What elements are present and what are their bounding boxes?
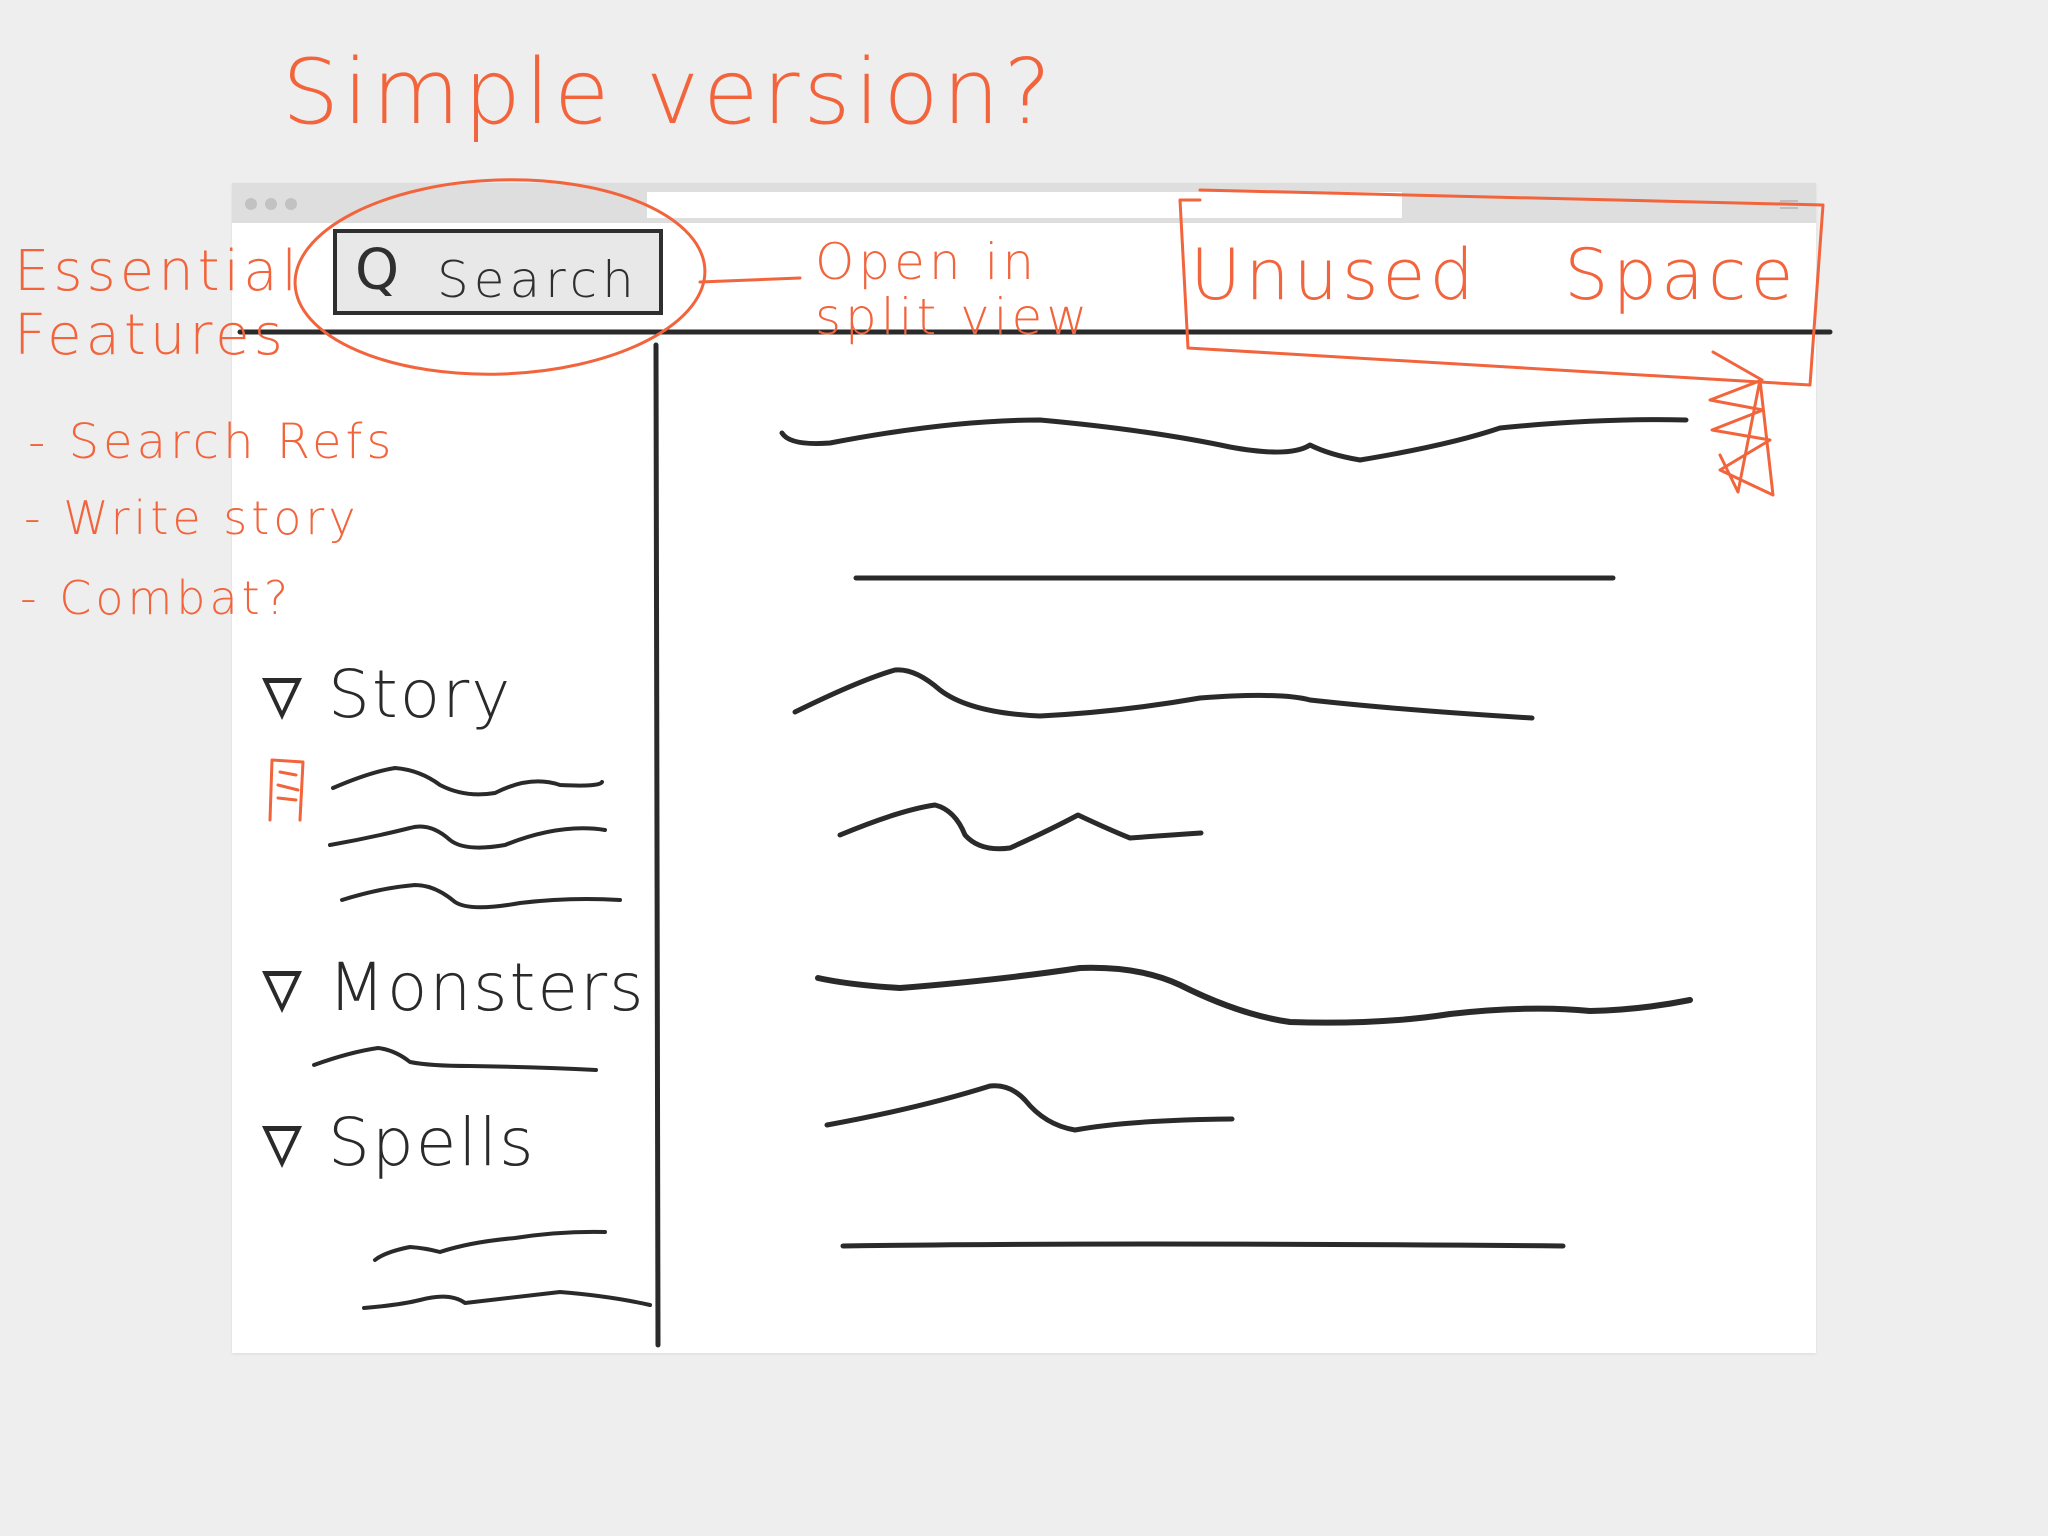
address-bar[interactable]	[647, 192, 1402, 218]
tree-section-spells[interactable]: Spells	[262, 1110, 535, 1176]
tree-section-label: Spells	[328, 1104, 536, 1181]
content-line	[840, 1241, 1566, 1249]
tree-section-story[interactable]: Story	[262, 662, 512, 728]
sidebar-item-line	[373, 1229, 607, 1262]
annotation-essential-heading: Essential Features	[14, 239, 302, 369]
search-icon: Q	[355, 238, 400, 303]
unused-space-hatch	[1708, 350, 1775, 497]
tree-section-label: Story	[328, 656, 513, 733]
content-line	[779, 417, 1689, 463]
collapse-triangle-icon[interactable]	[262, 971, 302, 1013]
annotation-title: Simple version?	[282, 40, 1056, 145]
search-annotation-connector	[698, 276, 802, 284]
sidebar-divider	[653, 342, 661, 1348]
sidebar-item-line	[331, 766, 604, 797]
menu-icon[interactable]	[1780, 200, 1798, 209]
window-maximize-dot[interactable]	[285, 198, 297, 210]
annotation-feature: - Combat?	[20, 571, 293, 625]
browser-window	[232, 183, 1816, 1353]
bookmark-scribble	[268, 758, 305, 822]
tree-section-label: Monsters	[328, 949, 646, 1026]
sidebar-item-line	[362, 1290, 652, 1310]
window-titlebar	[232, 183, 1816, 223]
content-line	[824, 1083, 1235, 1133]
collapse-triangle-icon[interactable]	[262, 678, 302, 720]
content-line	[792, 667, 1535, 721]
window-minimize-dot[interactable]	[265, 198, 277, 210]
sidebar-item-line	[328, 824, 607, 850]
content-line	[837, 802, 1204, 852]
annotation-feature: - Search Refs	[28, 414, 396, 470]
search-annotation-circle	[293, 178, 707, 376]
collapse-triangle-icon[interactable]	[262, 1126, 302, 1168]
search-label: Search	[437, 251, 639, 309]
sidebar-item-line	[340, 883, 622, 910]
sidebar-item-line	[312, 1046, 598, 1072]
window-close-dot[interactable]	[245, 198, 257, 210]
tree-section-monsters[interactable]: Monsters	[262, 955, 646, 1021]
unused-space-bracket	[1178, 188, 1825, 387]
search-box[interactable]: Q Search	[333, 229, 663, 315]
content-line	[815, 964, 1693, 1026]
annotation-unused-space: Unused Space	[1190, 234, 1798, 316]
annotation-feature: - Write story	[24, 491, 360, 545]
annotation-open-split: Open in split view	[815, 233, 1092, 346]
